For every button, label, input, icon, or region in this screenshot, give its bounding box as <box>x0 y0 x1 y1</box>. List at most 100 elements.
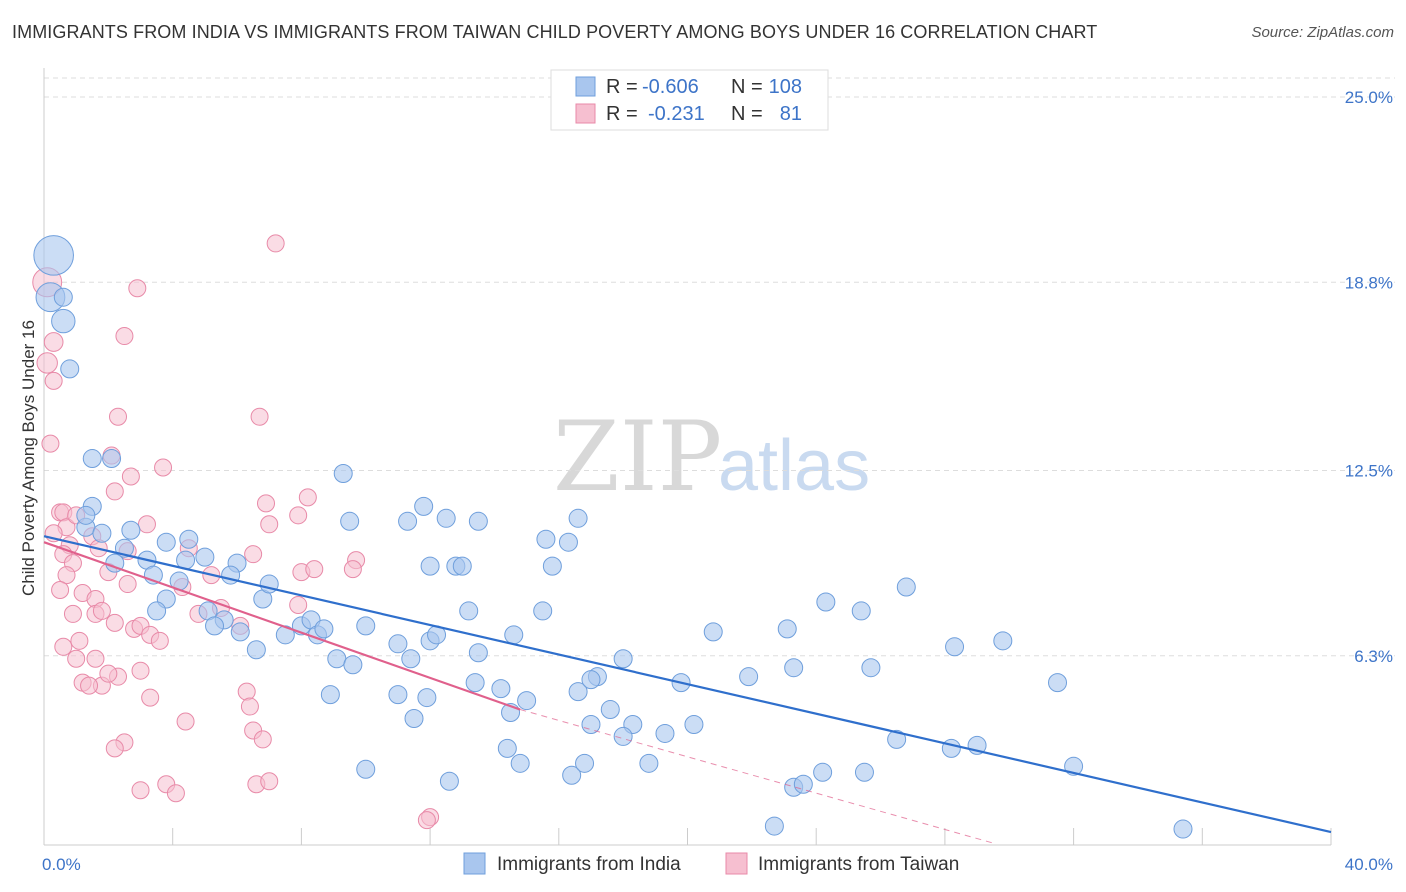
india-points <box>33 235 1193 839</box>
india-point <box>314 619 334 639</box>
india-point <box>1048 673 1068 693</box>
taiwan-point <box>63 604 82 623</box>
y-tick-label: 12.5% <box>1345 462 1393 481</box>
india-point <box>468 643 488 663</box>
india-point <box>945 637 965 657</box>
india-point <box>777 619 797 639</box>
taiwan-trend-extension <box>520 709 997 845</box>
india-point <box>575 753 595 773</box>
india-point <box>764 816 784 836</box>
india-point <box>703 622 723 642</box>
source-label: Source: ZipAtlas.com <box>1251 24 1394 41</box>
india-point <box>275 625 295 645</box>
watermark-atlas: atlas <box>718 426 870 506</box>
india-point <box>205 616 225 636</box>
legend: R = -0.606 N = 108 R = -0.231 N = 81 <box>550 69 829 131</box>
india-point <box>356 616 376 636</box>
taiwan-point <box>70 631 89 650</box>
india-point <box>92 523 112 543</box>
india-point <box>784 658 804 678</box>
india-point <box>568 508 588 528</box>
taiwan-point <box>137 515 156 534</box>
taiwan-point <box>289 595 308 614</box>
india-point <box>327 649 347 669</box>
legend-swatch-india <box>575 76 596 97</box>
india-point <box>333 463 353 483</box>
india-point <box>497 738 517 758</box>
taiwan-point <box>417 811 436 830</box>
taiwan-point <box>244 545 263 564</box>
india-point <box>51 308 76 334</box>
india-point <box>320 685 340 705</box>
taiwan-point <box>253 730 272 749</box>
legend-r-value-india: -0.606 <box>642 76 699 98</box>
india-point <box>941 738 961 758</box>
legend-n-label-taiwan: N = <box>731 103 763 125</box>
india-point <box>517 691 537 711</box>
taiwan-point <box>105 613 124 632</box>
taiwan-point <box>99 664 118 683</box>
india-point <box>491 679 511 699</box>
bottom-legend-label-taiwan: Immigrants from Taiwan <box>758 854 959 875</box>
taiwan-point <box>343 560 362 579</box>
india-point <box>459 601 479 621</box>
india-point <box>398 511 418 531</box>
india-point <box>439 771 459 791</box>
taiwan-point <box>54 637 73 656</box>
india-point <box>887 729 907 749</box>
taiwan-point <box>109 407 128 426</box>
taiwan-point <box>298 488 317 507</box>
india-point <box>510 753 530 773</box>
taiwan-point <box>176 712 195 731</box>
india-point <box>60 359 80 379</box>
india-point <box>417 688 437 708</box>
taiwan-point <box>150 631 169 650</box>
taiwan-point <box>289 506 308 525</box>
india-point <box>542 556 562 576</box>
india-point <box>993 631 1013 651</box>
x-tick-labels: 0.0% 40.0% <box>42 855 1393 874</box>
taiwan-point <box>257 494 276 513</box>
taiwan-point <box>128 279 147 298</box>
taiwan-point <box>44 371 63 390</box>
india-point <box>533 601 553 621</box>
india-point <box>816 592 836 612</box>
india-point <box>739 667 759 687</box>
taiwan-point <box>260 772 279 791</box>
taiwan-point <box>36 352 58 374</box>
taiwan-point <box>240 697 259 716</box>
india-point <box>195 547 215 567</box>
india-point <box>793 774 813 794</box>
india-point <box>340 511 360 531</box>
india-point <box>147 601 167 621</box>
axes <box>43 68 1332 846</box>
india-point <box>581 670 601 690</box>
india-point <box>600 700 620 720</box>
india-point <box>613 726 633 746</box>
taiwan-point <box>41 434 60 453</box>
taiwan-point <box>105 482 124 501</box>
india-point <box>404 709 424 729</box>
india-point <box>558 532 578 552</box>
india-point <box>861 658 881 678</box>
india-point <box>388 685 408 705</box>
y-tick-labels: 6.3% 12.5% 18.8% 25.0% <box>1345 88 1393 666</box>
legend-box <box>550 69 829 131</box>
india-point <box>896 577 916 597</box>
legend-r-value-taiwan: -0.231 <box>648 103 705 125</box>
india-point <box>655 723 675 743</box>
taiwan-point <box>266 234 285 253</box>
india-point <box>76 505 96 525</box>
india-point <box>851 601 871 621</box>
watermark-zip: ZIP <box>553 401 722 513</box>
y-tick-label: 6.3% <box>1354 647 1393 666</box>
india-point <box>343 655 363 675</box>
taiwan-point <box>118 575 137 594</box>
taiwan-point <box>154 458 173 477</box>
trend-lines <box>43 535 1332 845</box>
taiwan-point <box>86 649 105 668</box>
india-point <box>613 649 633 669</box>
taiwan-point <box>131 661 150 680</box>
legend-r-label-taiwan: R = <box>606 103 638 125</box>
india-point <box>581 714 601 734</box>
